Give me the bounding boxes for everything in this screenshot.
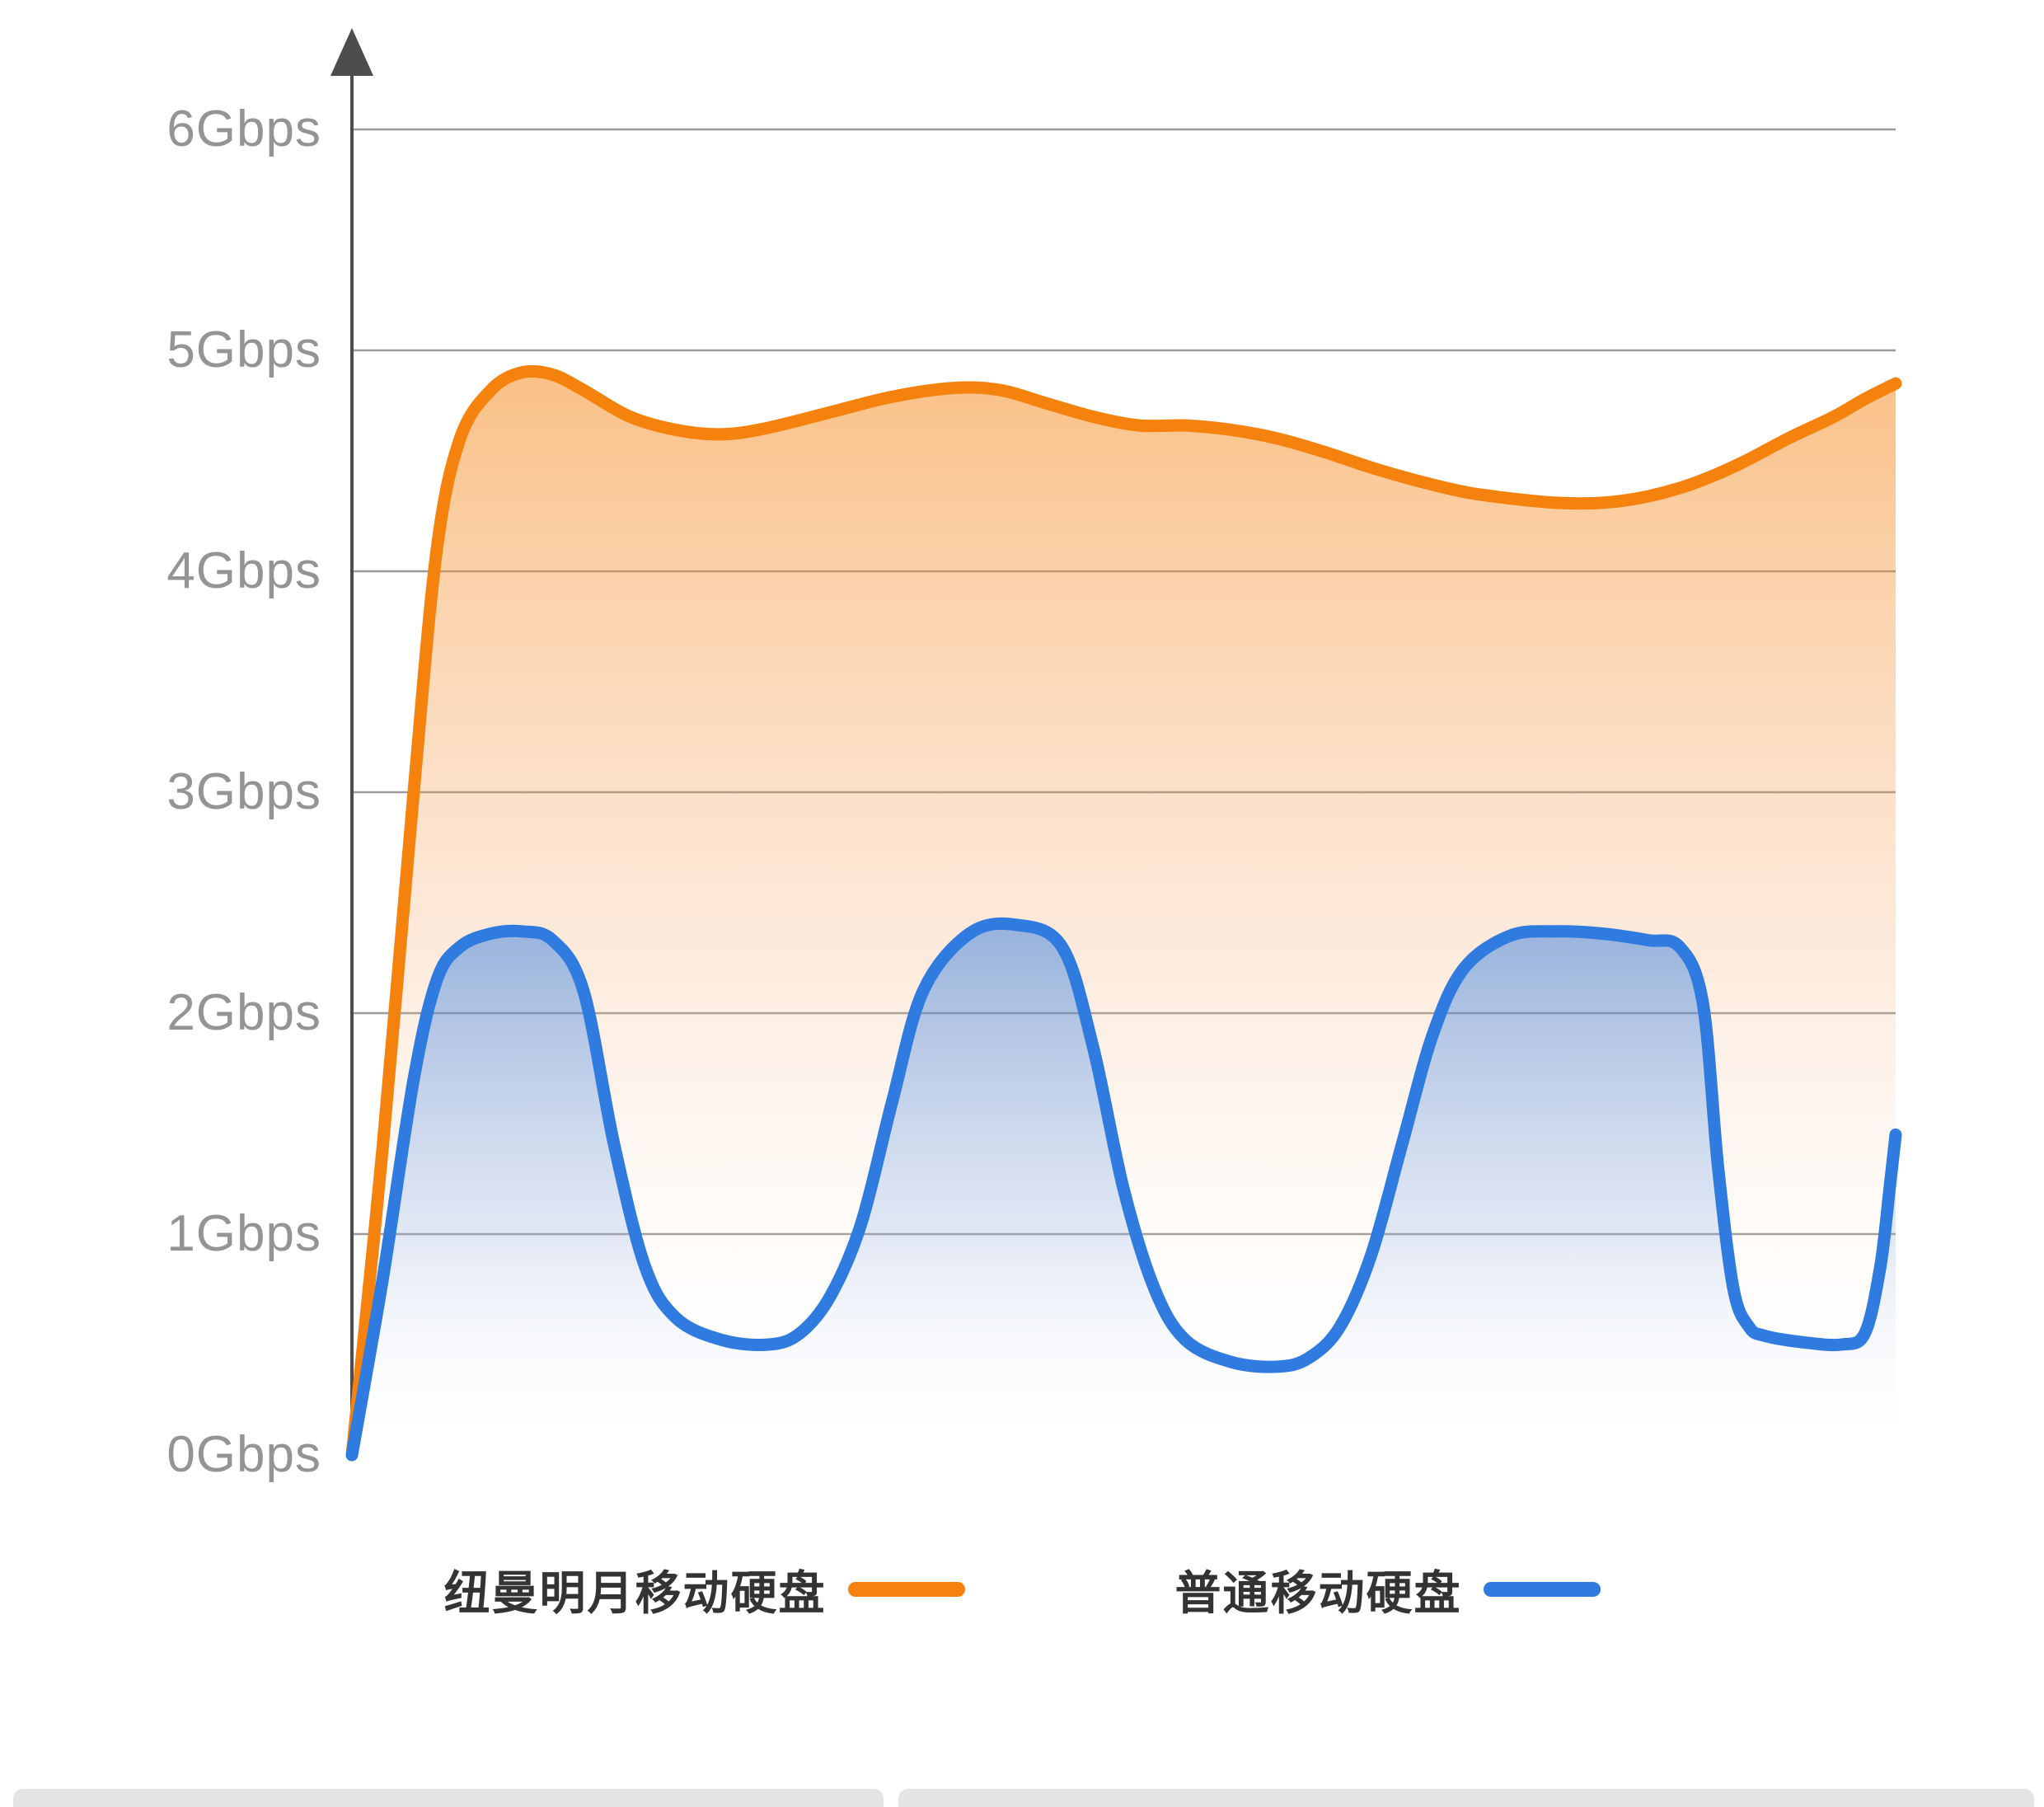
y-axis-label-4gbps: 4Gbps [166,542,321,599]
y-axis-label-0gbps: 0Gbps [166,1426,321,1483]
legend-swatch-blue [1483,1582,1601,1597]
legend-swatch-orange [847,1582,965,1597]
y-axis-label-2gbps: 2Gbps [166,984,321,1041]
legend-label-newman-drive: 纽曼明月移动硬盘 [443,1566,827,1619]
legend-label-ordinary-drive: 普通移动硬盘 [1174,1566,1462,1619]
y-axis-label-3gbps: 3Gbps [166,763,321,820]
y-axis-label-6gbps: 6Gbps [166,101,321,157]
legend-item-newman-drive: 纽曼明月移动硬盘 [444,1556,965,1623]
chart-legend: 纽曼明月移动硬盘 普通移动硬盘 [0,1548,2044,1631]
y-axis-label-1gbps: 1Gbps [166,1205,321,1262]
next-section-card-edge-left [13,1789,884,1807]
legend-item-ordinary-drive: 普通移动硬盘 [1175,1556,1601,1623]
y-axis-label-5gbps: 5Gbps [166,322,321,378]
next-section-card-edge-right [898,1789,2034,1807]
